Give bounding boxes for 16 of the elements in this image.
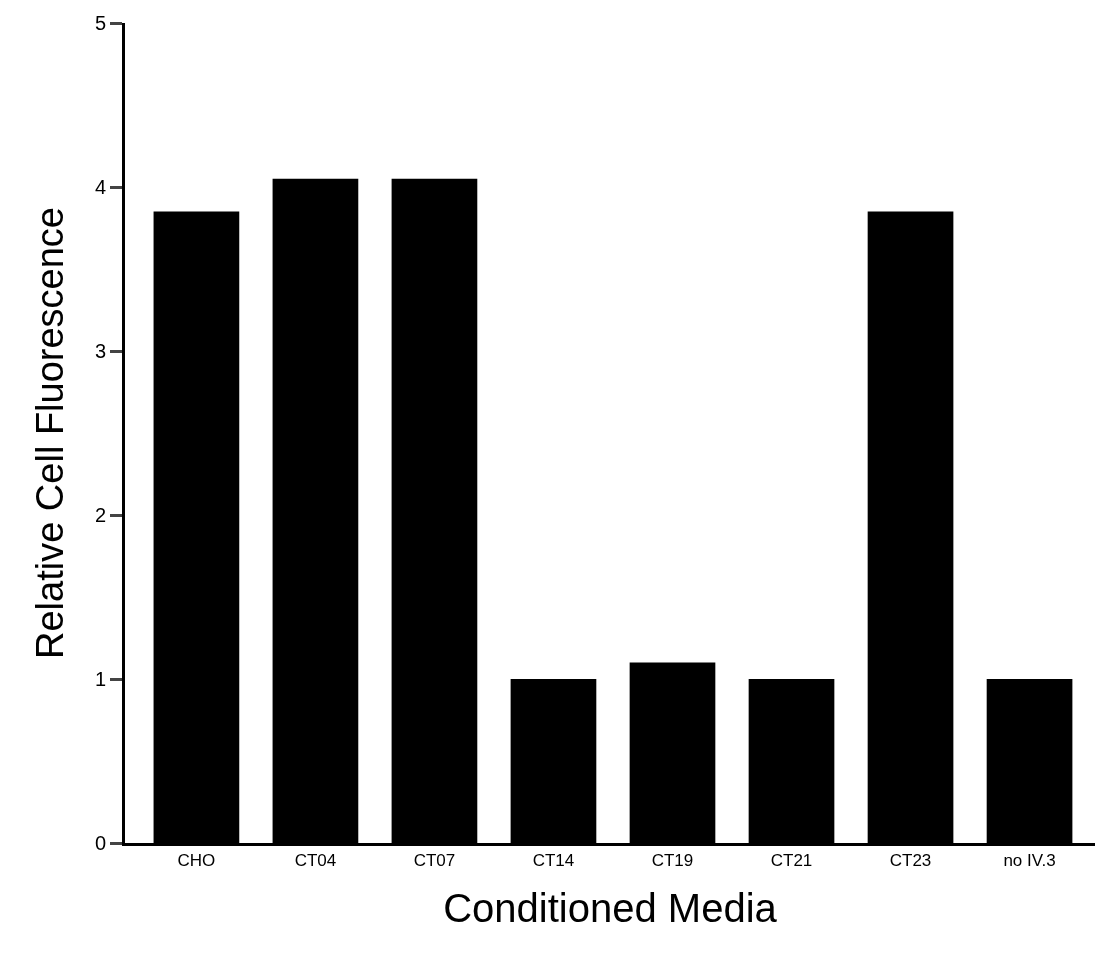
x-tick-label: CT04 xyxy=(294,851,337,871)
x-tick-label: CT23 xyxy=(889,851,932,871)
x-tick-label: CHO xyxy=(177,851,216,871)
y-tick-label: 2 xyxy=(94,504,106,526)
x-tick-label: CT19 xyxy=(651,851,694,871)
y-tick-label: 1 xyxy=(94,668,106,690)
x-tick-label: CT14 xyxy=(532,851,575,871)
y-tick-label: 3 xyxy=(94,340,106,362)
y-axis-title: Relative Cell Fluorescence xyxy=(29,207,72,659)
y-tick-label: 0 xyxy=(94,832,106,854)
x-tick-label: CT21 xyxy=(770,851,813,871)
y-tick-label: 5 xyxy=(94,12,106,34)
x-tick-label: no IV.3 xyxy=(1003,851,1056,871)
x-axis-title: Conditioned Media xyxy=(443,885,778,930)
x-tick-label: CT07 xyxy=(413,851,456,871)
y-tick-label: 4 xyxy=(94,176,106,198)
